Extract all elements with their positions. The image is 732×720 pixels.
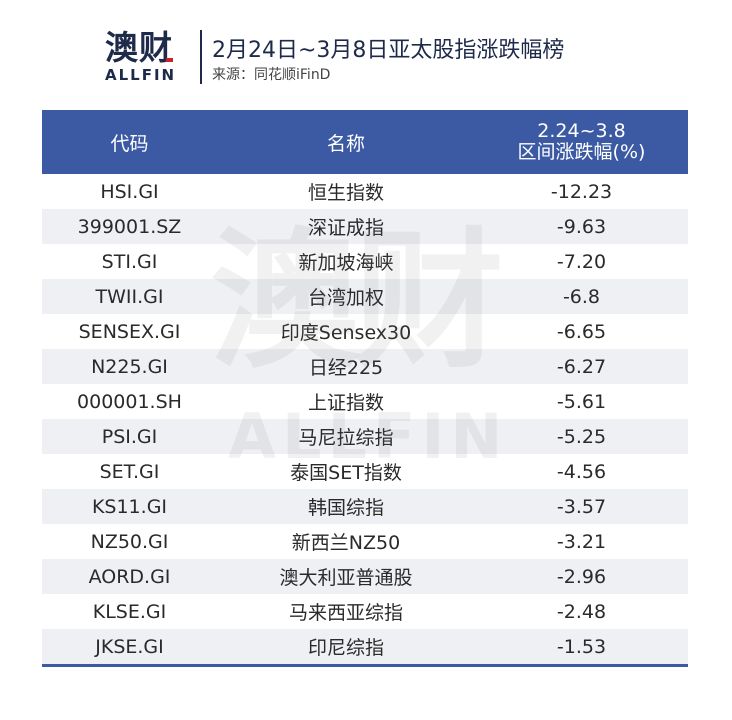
cell-code: KLSE.GI (92, 600, 167, 623)
cell-name: 恒生指数 (307, 182, 384, 204)
header-divider (200, 30, 202, 84)
data-source: 来源：同花顺iFinD (212, 67, 331, 83)
cell-change: -9.63 (556, 215, 607, 238)
cell-name: 日经225 (308, 357, 384, 379)
table-row: N225.GI 日经225 -6.27 (42, 349, 688, 384)
table-row: 399001.SZ 深证成指 -9.63 (42, 209, 688, 244)
cell-name: 印度Sensex30 (280, 322, 412, 344)
cell-name: 马来西亚综指 (288, 602, 403, 624)
cell-name: 新加坡海峡 (298, 252, 394, 274)
cell-code: HSI.GI (100, 180, 159, 203)
column-header-code: 代码 (110, 132, 149, 155)
cell-change: -1.53 (556, 635, 607, 658)
table-row: STI.GI 新加坡海峡 -7.20 (42, 244, 688, 279)
cell-name: 澳大利亚普通股 (279, 567, 413, 589)
table-row: PSI.GI 马尼拉综指 -5.25 (42, 419, 688, 454)
cell-change: -5.61 (556, 390, 607, 413)
cell-change: -12.23 (550, 180, 613, 203)
cell-name: 上证指数 (307, 392, 384, 414)
table-row: NZ50.GI 新西兰NZ50 -3.21 (42, 524, 688, 559)
cell-code: NZ50.GI (90, 530, 169, 553)
cell-code: SET.GI (99, 460, 160, 483)
column-header-change: 2.24~3.8 区间涨跌幅(%) (475, 110, 688, 174)
cell-code: KS11.GI (91, 495, 168, 518)
table-row: JKSE.GI 印尼综指 -1.53 (42, 629, 688, 664)
table-row: SENSEX.GI 印度Sensex30 -6.65 (42, 314, 688, 349)
cell-change: -2.48 (556, 600, 607, 623)
cell-code: 399001.SZ (77, 215, 182, 238)
table-row: KLSE.GI 马来西亚综指 -2.48 (42, 594, 688, 629)
cell-name: 韩国综指 (307, 497, 384, 519)
allfin-logo: 澳财 ALLFIN (105, 28, 183, 88)
table-row: HSI.GI 恒生指数 -12.23 (42, 174, 688, 209)
cell-code: SENSEX.GI (78, 320, 181, 343)
cell-code: 000001.SH (77, 390, 182, 413)
cell-change: -6.27 (556, 355, 607, 378)
page-title: 2月24日~3月8日亚太股指涨跌幅榜 (212, 38, 565, 63)
column-header-change-period: 2.24~3.8 (537, 120, 626, 142)
table-body: HSI.GI 恒生指数 -12.23 399001.SZ 深证成指 -9.63 STI.GI… (42, 174, 688, 664)
cell-change: -6.65 (556, 320, 607, 343)
cell-change: -2.96 (556, 565, 607, 588)
index-change-table: 代码 名称 2.24~3.8 区间涨跌幅(%) HSI.GI 恒生指数 -12.23… (42, 110, 688, 667)
cell-code: PSI.GI (101, 425, 158, 448)
logo-accent-mark (166, 58, 173, 62)
table-row: KS11.GI 韩国综指 -3.57 (42, 489, 688, 524)
cell-code: STI.GI (101, 250, 158, 273)
cell-code: TWII.GI (95, 285, 164, 308)
cell-change: -6.8 (562, 285, 601, 308)
cell-change: -7.20 (556, 250, 607, 273)
cell-change: -3.57 (556, 495, 607, 518)
cell-change: -4.56 (556, 460, 607, 483)
table-header: 代码 名称 2.24~3.8 区间涨跌幅(%) (42, 110, 688, 174)
table-row: 000001.SH 上证指数 -5.61 (42, 384, 688, 419)
cell-name: 马尼拉综指 (298, 427, 394, 449)
cell-code: N225.GI (91, 355, 168, 378)
table-row: TWII.GI 台湾加权 -6.8 (42, 279, 688, 314)
table-bottom-rule (42, 664, 688, 667)
logo-english-text: ALLFIN (105, 66, 177, 84)
column-header-name: 名称 (326, 132, 365, 155)
table-row: AORD.GI 澳大利亚普通股 -2.96 (42, 559, 688, 594)
column-header-change-label: 区间涨跌幅(%) (517, 141, 646, 163)
cell-code: AORD.GI (88, 565, 171, 588)
table-row: SET.GI 泰国SET指数 -4.56 (42, 454, 688, 489)
cell-change: -5.25 (556, 425, 607, 448)
cell-name: 深证成指 (307, 217, 384, 239)
logo-chinese-text: 澳财 (105, 28, 173, 67)
cell-name: 新西兰NZ50 (291, 532, 401, 554)
cell-name: 台湾加权 (307, 287, 384, 309)
cell-name: 印尼综指 (307, 637, 384, 659)
cell-code: JKSE.GI (95, 635, 164, 658)
cell-change: -3.21 (556, 530, 607, 553)
cell-name: 泰国SET指数 (290, 462, 402, 484)
